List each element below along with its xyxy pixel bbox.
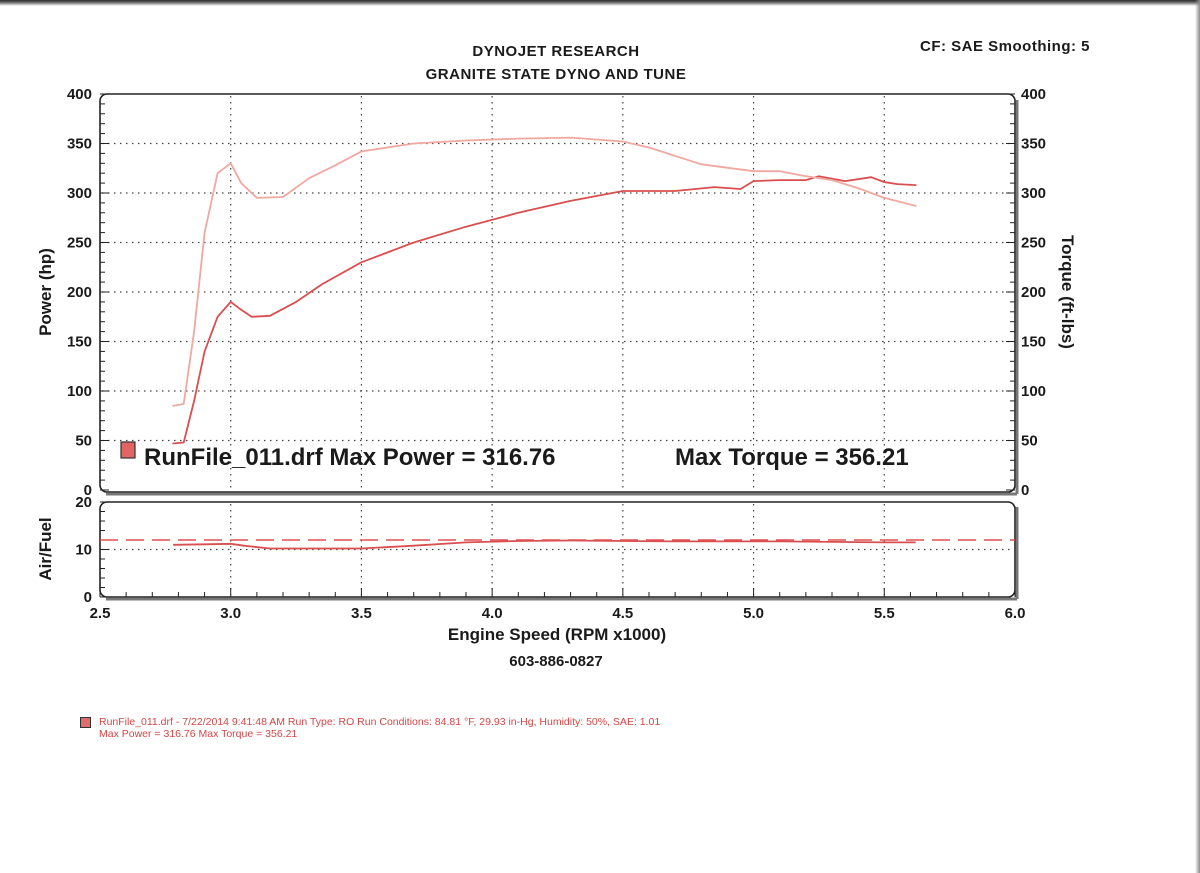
power-torque-series — [172, 136, 917, 445]
afr-panel-grid — [102, 504, 1013, 595]
run-summary-line: Max Power = 316.76 Max Torque = 356.21 — [99, 728, 298, 740]
power-curve — [172, 175, 917, 445]
rpm-tick-label: 4.5 — [612, 605, 633, 622]
power-tick-label: 250 — [67, 235, 92, 252]
torque-tick-label: 300 — [1021, 185, 1046, 202]
afr-tick-label: 0 — [84, 589, 92, 606]
run-info-line: RunFile_011.drf - 7/22/2014 9:41:48 AM R… — [99, 716, 661, 728]
rpm-axis-tick-labels: 2.5 3.0 3.5 4.0 4.5 5.0 5.5 6.0 — [90, 605, 1026, 622]
shop-phone-number: 603-886-0827 — [509, 653, 603, 670]
rpm-axis-label: Engine Speed (RPM x1000) — [448, 625, 666, 644]
power-axis-label: Power (hp) — [36, 248, 55, 336]
power-tick-label: 350 — [67, 136, 92, 153]
rpm-tick-label: 2.5 — [90, 605, 111, 622]
torque-axis-label: Torque (ft-lbs) — [1058, 235, 1077, 349]
torque-tick-label: 400 — [1021, 86, 1046, 103]
settings-label: CF: SAE Smoothing: 5 — [920, 38, 1090, 55]
power-tick-label: 150 — [67, 334, 92, 351]
rpm-tick-label: 3.0 — [220, 605, 241, 622]
afr-panel-frame — [99, 501, 1016, 598]
afr-tick-label: 20 — [75, 494, 92, 511]
afr-series — [100, 539, 1015, 550]
power-panel-ticks — [100, 93, 1015, 491]
legend-swatch — [120, 441, 136, 459]
torque-tick-label: 150 — [1021, 334, 1046, 351]
power-panel-frame — [99, 93, 1016, 493]
afr-axis-tick-labels: 0 10 20 — [75, 494, 92, 606]
legend-torque-text: Max Torque = 356.21 — [675, 444, 909, 471]
rpm-tick-label: 6.0 — [1005, 605, 1026, 622]
torque-curve — [172, 136, 917, 407]
afr-panel-ticks — [100, 501, 109, 598]
afr-tick-label: 10 — [75, 542, 92, 559]
footer-legend-swatch — [80, 717, 91, 728]
power-tick-label: 0 — [84, 482, 92, 499]
power-tick-label: 200 — [67, 284, 92, 301]
torque-tick-label: 50 — [1021, 433, 1038, 450]
torque-axis-tick-labels: 0 50 100 150 200 250 300 350 400 — [1021, 86, 1046, 499]
power-tick-label: 300 — [67, 185, 92, 202]
report-subtitle: GRANITE STATE DYNO AND TUNE — [425, 66, 687, 83]
legend-power-text: RunFile_011.drf Max Power = 316.76 — [144, 444, 556, 471]
rpm-tick-label: 3.5 — [351, 605, 372, 622]
report-title: DYNOJET RESEARCH — [472, 43, 640, 60]
rpm-tick-label: 5.0 — [743, 605, 764, 622]
power-tick-label: 100 — [67, 383, 92, 400]
afr-axis-label: Air/Fuel — [36, 517, 55, 580]
scan-edge-right — [1195, 0, 1200, 873]
rpm-tick-label: 4.0 — [482, 605, 503, 622]
torque-tick-label: 100 — [1021, 383, 1046, 400]
power-panel-grid — [102, 96, 1013, 488]
torque-tick-label: 200 — [1021, 284, 1046, 301]
torque-tick-label: 250 — [1021, 235, 1046, 252]
rpm-tick-label: 5.5 — [874, 605, 895, 622]
power-tick-label: 50 — [75, 433, 92, 450]
scan-edge-top — [0, 0, 1200, 6]
afr-curve — [173, 539, 916, 550]
rpm-axis-ticks — [99, 588, 1016, 597]
power-tick-label: 400 — [67, 86, 92, 103]
power-axis-tick-labels: 0 50 100 150 200 250 300 350 400 — [67, 86, 92, 499]
torque-tick-label: 0 — [1021, 482, 1029, 499]
torque-tick-label: 350 — [1021, 136, 1046, 153]
